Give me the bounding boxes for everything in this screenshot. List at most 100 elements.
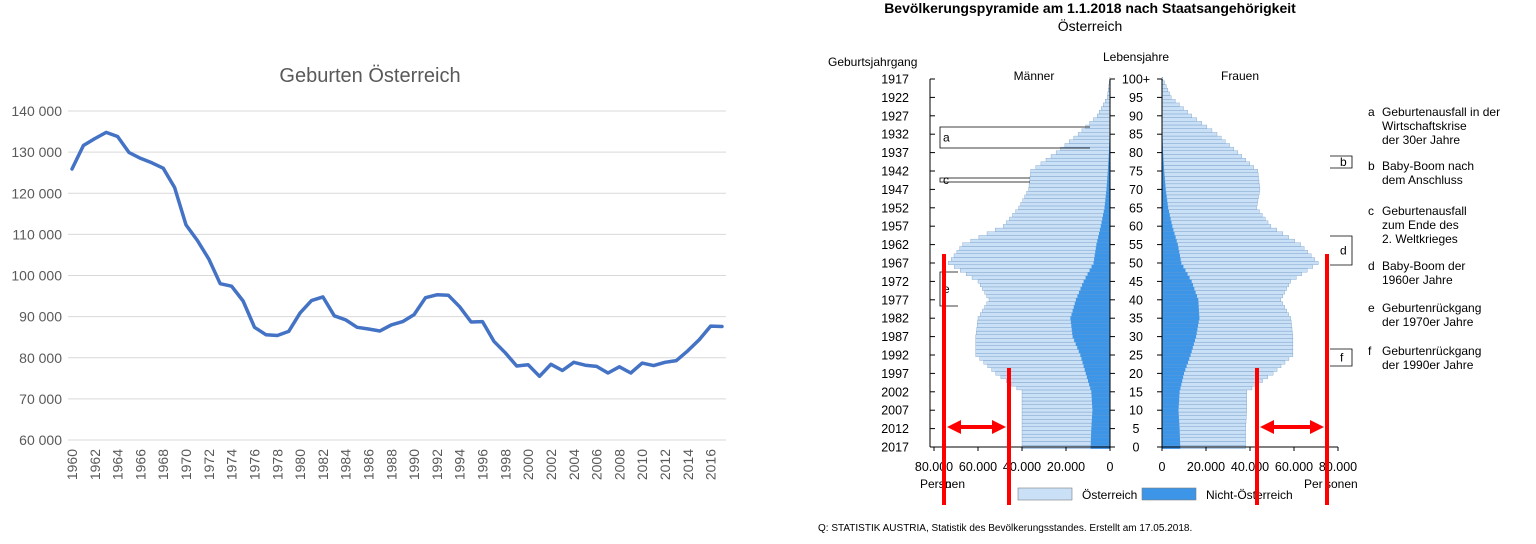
birth-year-label: 1947 [881, 183, 909, 197]
bracket-c [940, 178, 1030, 182]
annotation-text-c: Geburtenausfall [1382, 204, 1467, 218]
age-label: 80 [1129, 146, 1143, 160]
x-tick-label: 1972 [201, 449, 217, 480]
bar-men-foreign [1080, 353, 1110, 357]
age-label: 70 [1129, 183, 1143, 197]
bar-men-foreign [1105, 199, 1110, 203]
bar-men-foreign [1105, 206, 1111, 210]
legend-label-foreign: Nicht-Österreich [1206, 488, 1293, 502]
bar-women-austrian [1162, 243, 1301, 247]
bar-men-foreign [1096, 243, 1110, 247]
birth-year-label: 1917 [881, 73, 909, 87]
bar-women-austrian [1162, 265, 1313, 269]
bar-women-foreign [1162, 353, 1191, 357]
bar-women-foreign [1162, 386, 1180, 390]
annotation-text-f: der 1990er Jahre [1382, 358, 1474, 372]
bar-men-foreign [1096, 246, 1110, 250]
bar-women-foreign [1162, 246, 1179, 250]
bar-women-austrian [1162, 173, 1258, 177]
bar-women-austrian [1162, 136, 1221, 140]
birth-year-label: 1952 [881, 201, 909, 215]
bar-women-austrian [1162, 140, 1225, 144]
bar-women-austrian [1162, 217, 1265, 221]
women-label: Frauen [1221, 69, 1259, 83]
x-tick-label: 1962 [87, 449, 103, 480]
bar-men-foreign [1092, 405, 1110, 409]
age-label: 100+ [1122, 73, 1150, 87]
x-tick-label: 2016 [703, 449, 719, 480]
birth-year-label: 1987 [881, 330, 909, 344]
bar-women-foreign [1162, 364, 1187, 368]
bar-women-austrian [1162, 99, 1175, 103]
bar-women-austrian [1162, 147, 1234, 151]
bar-men-austrian [1016, 210, 1110, 214]
bar-men-foreign [1084, 364, 1110, 368]
age-label: 65 [1129, 201, 1143, 215]
bar-women-austrian [1162, 213, 1262, 217]
bar-women-foreign [1162, 434, 1180, 438]
age-label: 90 [1129, 109, 1143, 123]
x-tick-label: 2014 [680, 449, 696, 480]
bar-men-austrian [1078, 132, 1110, 136]
bar-men-foreign [1091, 390, 1110, 394]
bar-women-foreign [1162, 272, 1188, 276]
legend: Österreich Nicht-Österreich [1018, 488, 1293, 502]
bar-women-austrian [1162, 151, 1238, 155]
bar-women-austrian [1162, 162, 1250, 166]
bar-women-austrian [1162, 103, 1179, 107]
bar-women-austrian [1162, 107, 1184, 111]
annotation-text-e: Geburtenrückgang [1382, 301, 1481, 315]
bar-men-foreign [1073, 309, 1110, 313]
x-unit-left-end: nen [945, 477, 965, 491]
bar-women-austrian [1162, 158, 1246, 162]
age-label: 10 [1129, 404, 1143, 418]
birth-year-labels: 1917192219271932193719421947195219571962… [881, 73, 909, 455]
bar-men-austrian [1082, 129, 1110, 133]
bar-women-foreign [1162, 397, 1179, 401]
bar-men-austrian [995, 228, 1110, 232]
legend-label-austrian: Österreich [1082, 488, 1137, 502]
birth-year-label: 1922 [881, 91, 909, 105]
bar-women-foreign [1162, 191, 1166, 195]
bar-women-foreign [1162, 235, 1176, 239]
bar-men-austrian [1093, 118, 1110, 122]
y-tick-label: 130 000 [11, 144, 62, 160]
bar-women-foreign [1162, 361, 1188, 365]
men-x-tick-label: 0 [1107, 460, 1114, 474]
bar-women-foreign [1162, 221, 1172, 225]
bar-men-foreign [1092, 394, 1110, 398]
red-arrow-women-head-left [1260, 420, 1274, 434]
x-tick-label: 2006 [589, 449, 605, 480]
annotation-letter-a: a [1368, 105, 1375, 119]
birth-year-axis-title: Geburtsjahrgang [828, 55, 917, 69]
age-label: 50 [1129, 257, 1143, 271]
bar-women-foreign [1162, 372, 1184, 376]
bar-women-austrian [1162, 88, 1168, 92]
bar-men-foreign [1090, 269, 1110, 273]
bar-men-foreign [1082, 283, 1110, 287]
bar-men-austrian [971, 239, 1110, 243]
bar-women-foreign [1162, 408, 1179, 412]
birth-year-label: 2017 [881, 441, 909, 455]
bar-men-austrian [1029, 184, 1110, 188]
bar-women-austrian [1162, 224, 1271, 228]
age-label: 35 [1129, 312, 1143, 326]
bar-men-austrian [1029, 188, 1110, 192]
bar-women-foreign [1162, 401, 1179, 405]
bar-men-austrian [1046, 158, 1110, 162]
bar-men-foreign [1092, 401, 1110, 405]
bar-women-austrian [1162, 165, 1254, 169]
bar-men-foreign [1086, 372, 1110, 376]
bar-women-austrian [1162, 169, 1258, 173]
bar-men-foreign [1103, 213, 1110, 217]
bar-men-foreign [1100, 228, 1110, 232]
bar-women-foreign [1162, 184, 1165, 188]
bar-women-foreign [1162, 309, 1199, 313]
age-axis-title: Lebensjahre [1103, 50, 1169, 64]
bar-men-austrian [1051, 154, 1110, 158]
age-label: 30 [1129, 330, 1143, 344]
annotation-text-b: Baby-Boom nach [1382, 159, 1474, 173]
legend-swatch-foreign [1142, 488, 1196, 500]
